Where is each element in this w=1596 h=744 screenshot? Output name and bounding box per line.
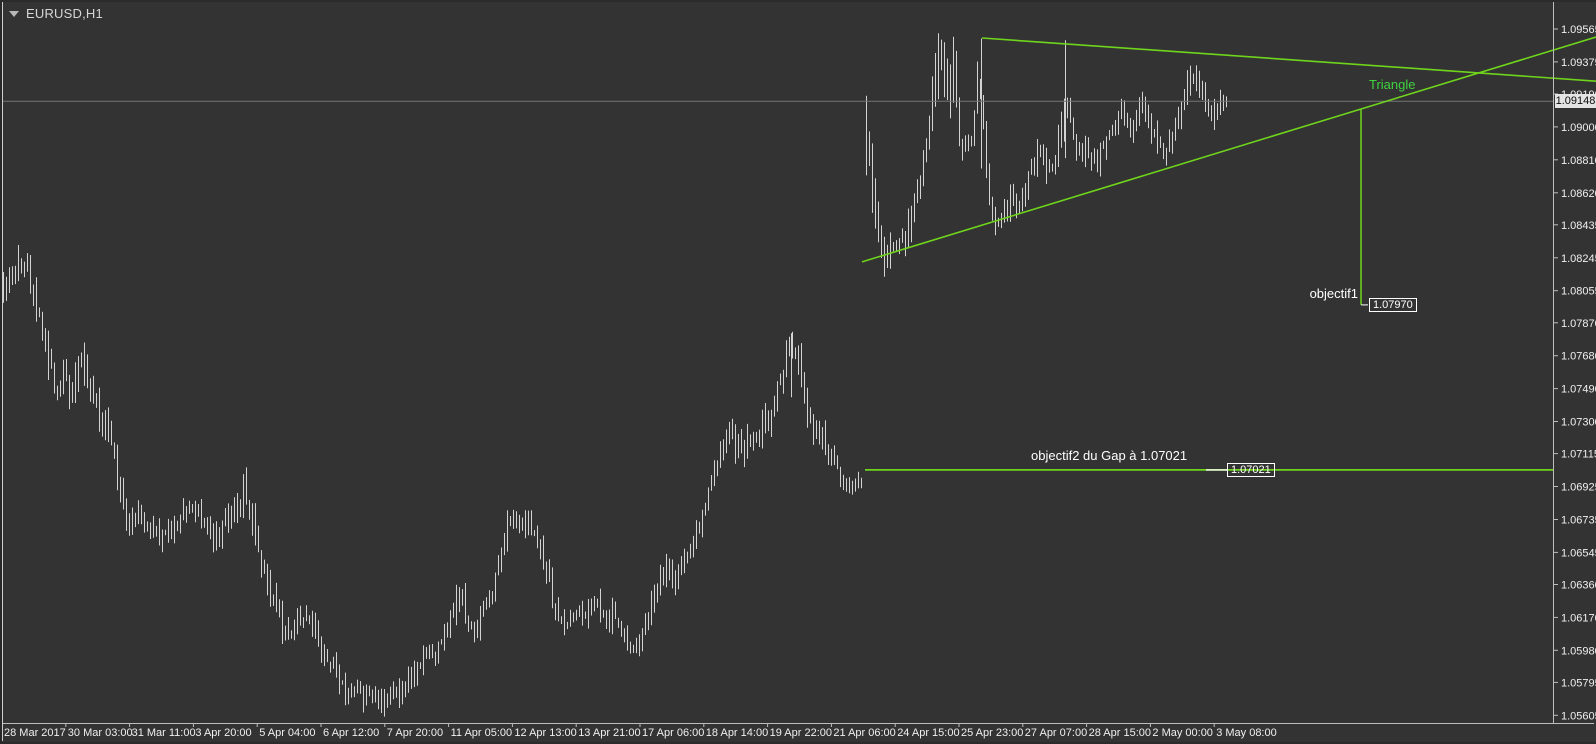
objectif1-price-tag[interactable]: 1.07970 [1369,298,1417,312]
svg-text:13 Apr 21:00: 13 Apr 21:00 [578,727,640,739]
svg-text:5 Apr 04:00: 5 Apr 04:00 [259,727,315,739]
svg-text:1.08620: 1.08620 [1561,188,1596,200]
svg-text:1.07870: 1.07870 [1561,318,1596,330]
svg-text:1.06360: 1.06360 [1561,580,1596,592]
window-border-bottom [0,742,1596,744]
svg-text:7 Apr 20:00: 7 Apr 20:00 [387,727,443,739]
svg-text:1.08435: 1.08435 [1561,220,1596,232]
svg-text:3 Apr 20:00: 3 Apr 20:00 [195,727,251,739]
svg-text:19 Apr 22:00: 19 Apr 22:00 [770,727,832,739]
svg-text:27 Apr 07:00: 27 Apr 07:00 [1025,727,1087,739]
svg-text:30 Mar 03:00: 30 Mar 03:00 [68,727,133,739]
svg-text:6 Apr 12:00: 6 Apr 12:00 [323,727,379,739]
svg-text:24 Apr 15:00: 24 Apr 15:00 [897,727,959,739]
svg-text:1.05605: 1.05605 [1561,710,1596,722]
svg-text:3 May 08:00: 3 May 08:00 [1216,727,1277,739]
svg-text:1.06925: 1.06925 [1561,482,1596,494]
triangle-pattern-label[interactable]: Triangle [1369,77,1416,92]
current-price-badge: 1.09148 [1555,94,1596,108]
svg-text:1.06545: 1.06545 [1561,547,1596,559]
svg-text:18 Apr 14:00: 18 Apr 14:00 [706,727,768,739]
svg-text:17 Apr 06:00: 17 Apr 06:00 [642,727,704,739]
svg-text:1.08055: 1.08055 [1561,286,1596,298]
price-bars [3,33,1227,717]
svg-text:1.07115: 1.07115 [1561,449,1596,461]
objectif2-price-tag[interactable]: 1.07021 [1227,463,1275,477]
triangle-upper-trendline [981,37,1596,82]
svg-text:1.07300: 1.07300 [1561,417,1596,429]
symbol-timeframe-label[interactable]: EURUSD,H1 [9,6,103,21]
window-border-left-outer [0,0,2,744]
svg-text:28 Apr 15:00: 28 Apr 15:00 [1089,727,1151,739]
svg-text:1.09565: 1.09565 [1561,24,1596,36]
svg-text:12 Apr 13:00: 12 Apr 13:00 [514,727,576,739]
svg-text:11 Apr 05:00: 11 Apr 05:00 [451,727,513,739]
svg-text:1.07680: 1.07680 [1561,351,1596,363]
svg-text:1.07490: 1.07490 [1561,384,1596,396]
objectif2-label[interactable]: objectif2 du Gap à 1.07021 [1031,448,1188,463]
symbol-timeframe-text: EURUSD,H1 [26,6,103,21]
svg-text:1.06170: 1.06170 [1561,612,1596,624]
svg-text:21 Apr 06:00: 21 Apr 06:00 [833,727,895,739]
window-border-top [0,0,1596,2]
svg-text:1.05980: 1.05980 [1561,645,1596,657]
analysis-objects[interactable] [861,36,1596,471]
svg-text:31 Mar 11:00: 31 Mar 11:00 [132,727,196,739]
svg-text:28 Mar 2017: 28 Mar 2017 [4,727,66,739]
svg-text:25 Apr 23:00: 25 Apr 23:00 [961,727,1023,739]
svg-text:1.08810: 1.08810 [1561,155,1596,167]
svg-text:2 May 00:00: 2 May 00:00 [1152,727,1213,739]
chevron-down-icon [9,11,19,17]
svg-text:1.05795: 1.05795 [1561,677,1596,689]
window-border-left [2,0,3,741]
triangle-lower-trendline [861,36,1596,263]
svg-text:1.06735: 1.06735 [1561,515,1596,527]
svg-text:1.09000: 1.09000 [1561,122,1596,134]
svg-text:1.08245: 1.08245 [1561,253,1596,265]
objectif1-label[interactable]: objectif1 [1309,286,1358,301]
svg-text:1.09375: 1.09375 [1561,57,1596,69]
